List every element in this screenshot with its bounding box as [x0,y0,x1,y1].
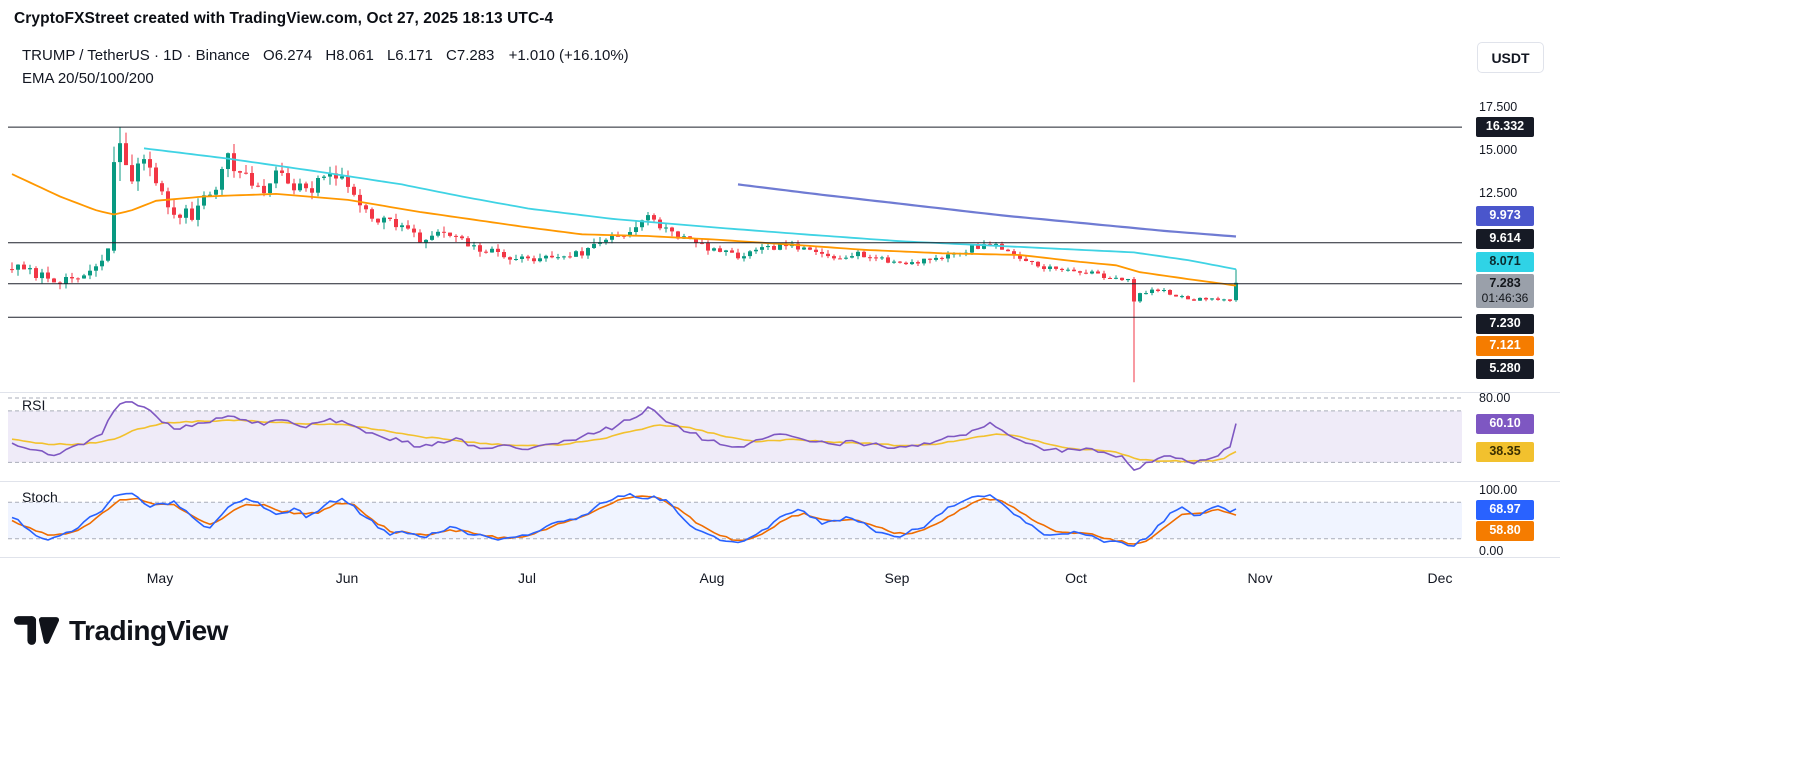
chart-canvas[interactable] [0,0,1560,600]
chart-legend-row: TRUMP / TetherUS · 1D · Binance O6.274 H… [22,47,629,64]
price-change: +1.010 (+16.10%) [508,47,629,64]
currency-toggle-button[interactable]: USDT [1477,42,1544,73]
rsi-pane-label[interactable]: RSI [22,397,46,413]
stoch-pane-label[interactable]: Stoch [22,489,58,505]
tradingview-logo-text: TradingView [69,614,228,646]
footer: TradingView [14,612,228,649]
chart-container: TRUMP / TetherUS · 1D · Binance O6.274 H… [0,0,1560,600]
tradingview-logo-icon [14,616,60,645]
ohlc-low: L6.171 [386,47,433,64]
ema-legend[interactable]: EMA 20/50/100/200 [22,70,154,87]
attribution-header: CryptoFXStreet created with TradingView.… [14,10,554,27]
tradingview-logo-link[interactable]: TradingView [14,612,228,649]
symbol-title[interactable]: TRUMP / TetherUS · 1D · Binance [22,47,250,64]
ohlc-close: C7.283 [446,47,495,64]
ohlc-high: H8.061 [325,47,374,64]
ohlc-open: O6.274 [263,47,313,64]
